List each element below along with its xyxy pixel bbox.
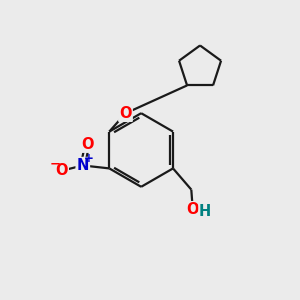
Text: +: +	[84, 152, 94, 165]
Text: O: O	[81, 137, 94, 152]
Text: H: H	[199, 205, 211, 220]
Text: O: O	[119, 106, 132, 121]
Text: O: O	[55, 163, 68, 178]
Text: O: O	[187, 202, 199, 217]
Text: −: −	[50, 158, 61, 171]
Text: N: N	[76, 158, 89, 173]
